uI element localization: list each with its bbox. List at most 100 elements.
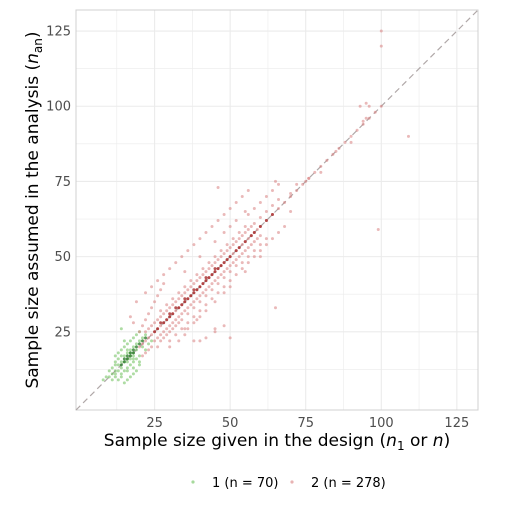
point-series-2 (168, 267, 172, 271)
point-series-2 (234, 258, 238, 262)
point-series-2 (277, 197, 281, 201)
point-overlap-series-1 (144, 336, 148, 340)
point-overlap-series-2 (249, 234, 253, 238)
point-series-2 (270, 188, 274, 192)
point-series-2 (234, 264, 238, 268)
point-series-1 (122, 354, 126, 358)
point-series-2 (156, 318, 160, 322)
y-tick-label: 50 (54, 250, 71, 265)
point-series-2 (283, 225, 287, 229)
point-series-2 (228, 285, 232, 289)
point-overlap-series-2 (252, 231, 256, 235)
point-series-2 (367, 116, 371, 120)
point-series-2 (213, 330, 217, 334)
point-series-1 (131, 357, 135, 361)
point-overlap-series-2 (189, 294, 193, 298)
point-overlap-series-2 (201, 282, 205, 286)
point-overlap-series-2 (213, 270, 217, 274)
point-series-2 (162, 336, 166, 340)
point-series-2 (183, 270, 187, 274)
point-series-2 (186, 306, 190, 310)
point-overlap-series-2 (159, 321, 163, 325)
point-series-2 (216, 185, 220, 189)
point-series-2 (147, 327, 151, 331)
point-overlap-series-2 (243, 240, 247, 244)
point-overlap-series-1 (131, 348, 135, 352)
point-series-2 (168, 306, 172, 310)
point-series-1 (119, 354, 123, 358)
point-series-1 (119, 360, 123, 364)
x-axis-title: Sample size given in the design (n1 or n… (104, 431, 450, 453)
point-series-2 (177, 297, 181, 301)
point-series-2 (159, 309, 163, 313)
point-series-1 (122, 369, 126, 373)
point-series-2 (228, 206, 232, 210)
point-series-2 (258, 249, 262, 253)
point-overlap-series-2 (219, 264, 223, 268)
point-overlap-series-2 (204, 276, 208, 280)
point-series-2 (213, 261, 217, 265)
point-series-2 (295, 182, 299, 186)
point-overlap-series-2 (204, 279, 208, 283)
point-series-2 (140, 342, 144, 346)
point-series-2 (277, 206, 281, 210)
point-series-2 (364, 116, 368, 120)
point-series-2 (168, 339, 172, 343)
point-series-1 (131, 336, 135, 340)
point-series-2 (159, 324, 163, 328)
point-overlap-series-2 (153, 330, 157, 334)
point-series-2 (210, 264, 214, 268)
point-series-2 (162, 312, 166, 316)
point-series-2 (207, 267, 211, 271)
point-series-2 (264, 237, 268, 241)
point-series-2 (213, 255, 217, 259)
point-series-2 (171, 327, 175, 331)
point-series-2 (283, 200, 287, 204)
point-series-1 (137, 339, 141, 343)
point-series-2 (198, 255, 202, 259)
point-series-2 (243, 231, 247, 235)
point-series-1 (134, 369, 138, 373)
x-axis-title-part-3: ) (444, 431, 451, 451)
point-overlap-series-2 (216, 267, 220, 271)
point-series-2 (162, 330, 166, 334)
point-series-1 (147, 342, 151, 346)
point-series-2 (195, 297, 199, 301)
point-series-1 (128, 357, 132, 361)
point-series-2 (165, 303, 169, 307)
point-series-2 (213, 240, 217, 244)
point-overlap-series-1 (122, 360, 126, 364)
point-overlap-series-2 (228, 255, 232, 259)
point-overlap-series-2 (183, 300, 187, 304)
point-series-2 (210, 282, 214, 286)
point-series-1 (134, 348, 138, 352)
point-series-2 (153, 321, 157, 325)
point-series-2 (192, 300, 196, 304)
point-series-1 (122, 381, 126, 385)
point-overlap-series-2 (258, 225, 262, 229)
point-series-2 (174, 309, 178, 313)
point-series-2 (162, 282, 166, 286)
point-series-2 (219, 249, 223, 253)
point-series-2 (168, 345, 172, 349)
overlap-points (119, 213, 274, 367)
y-tick-labels: 25 50 75 100 125 (46, 25, 71, 341)
point-series-1 (113, 375, 117, 379)
point-series-2 (195, 279, 199, 283)
point-series-2 (174, 318, 178, 322)
point-series-2 (367, 104, 371, 108)
y-tick-label: 75 (54, 175, 71, 190)
point-series-2 (168, 330, 172, 334)
point-overlap-series-1 (134, 345, 138, 349)
point-series-1 (122, 339, 126, 343)
point-series-2 (204, 303, 208, 307)
point-series-2 (183, 291, 187, 295)
point-series-2 (331, 152, 335, 156)
point-series-2 (289, 210, 293, 214)
point-series-2 (319, 170, 323, 174)
legend-key-1 (191, 480, 195, 484)
point-series-2 (219, 255, 223, 259)
point-series-2 (295, 188, 299, 192)
point-series-2 (144, 330, 148, 334)
